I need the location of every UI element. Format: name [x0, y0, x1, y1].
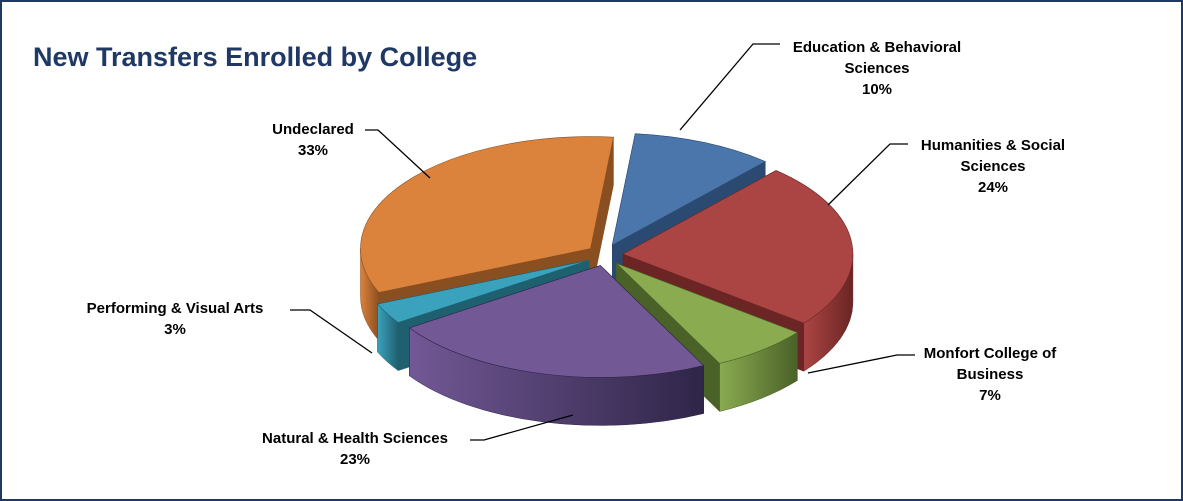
slice-percent-performing-and-visual-arts: 3%: [164, 321, 186, 338]
leader-line-humanities-and-social-sciences: [827, 143, 908, 206]
slice-percent-humanities-and-social-sciences: 24%: [978, 179, 1008, 196]
slice-percent-undeclared: 33%: [298, 142, 328, 159]
slice-top: [377, 259, 590, 323]
slice-percent-education-and-behavioral-sciences: 10%: [862, 81, 892, 98]
slice-label-performing-and-visual-arts: Performing & Visual Arts: [87, 300, 264, 317]
slice-top: [616, 263, 798, 364]
slice-top: [611, 133, 767, 246]
pie-slice-natural-and-health-sciences: [408, 264, 705, 426]
slice-label-undeclared: Undeclared: [272, 121, 354, 138]
leader-line-natural-and-health-sciences: [470, 414, 574, 441]
slice-label-humanities-and-social-sciences: Sciences: [960, 158, 1025, 175]
leader-line-performing-and-visual-arts: [290, 309, 373, 354]
slice-percent-monfort-college-of-business: 7%: [979, 387, 1001, 404]
slice-label-education-and-behavioral-sciences: Sciences: [844, 60, 909, 77]
leader-line-education-and-behavioral-sciences: [679, 43, 780, 131]
slice-label-natural-and-health-sciences: Natural & Health Sciences: [262, 430, 448, 447]
slice-label-monfort-college-of-business: Business: [957, 366, 1024, 383]
slice-top: [360, 136, 614, 293]
slice-percent-natural-and-health-sciences: 23%: [340, 451, 370, 468]
leader-line-undeclared: [365, 129, 431, 179]
slice-label-humanities-and-social-sciences: Humanities & Social: [921, 137, 1065, 154]
slice-label-monfort-college-of-business: Monfort College of: [924, 345, 1057, 362]
slice-top: [622, 170, 854, 324]
slice-label-education-and-behavioral-sciences: Education & Behavioral: [793, 39, 961, 56]
leader-line-monfort-college-of-business: [807, 354, 915, 374]
chart-title: New Transfers Enrolled by College: [33, 42, 478, 72]
slice-top: [408, 265, 705, 378]
